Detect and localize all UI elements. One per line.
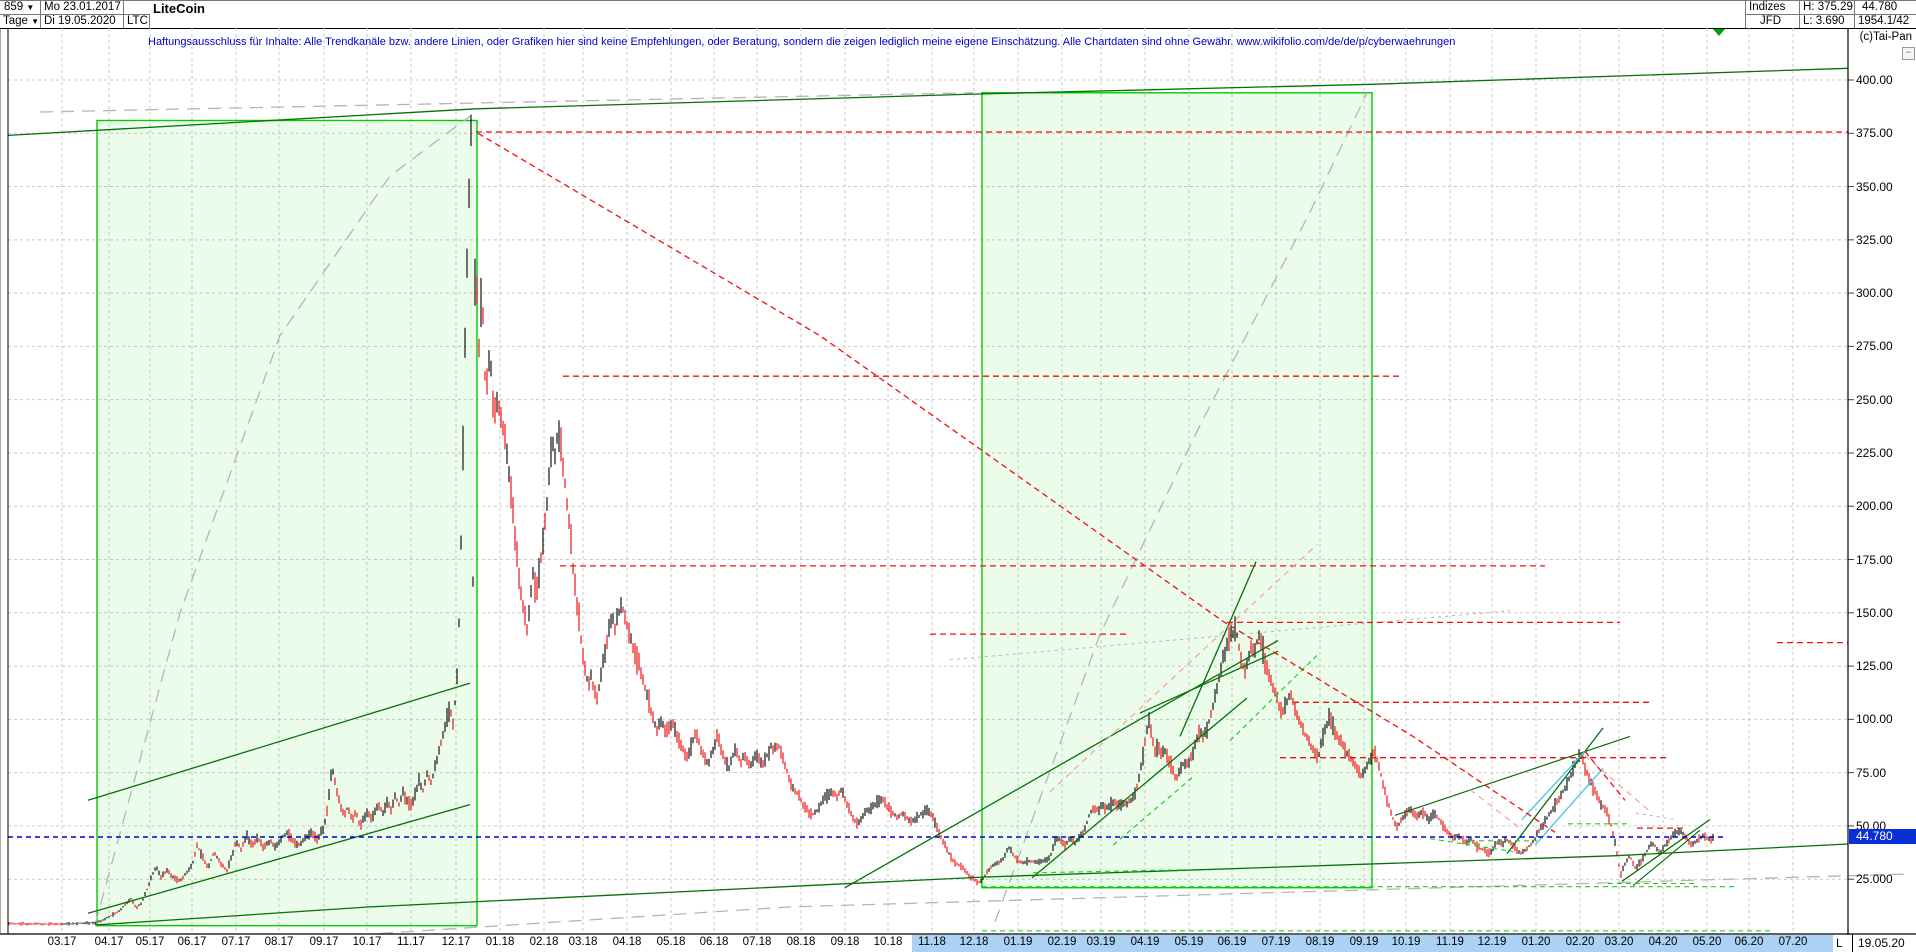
x-axis-label: 02.19 — [1047, 936, 1077, 948]
y-axis-label: 375.00 — [1856, 126, 1893, 141]
x-axis-label: 02.20 — [1565, 936, 1595, 948]
x-axis-label: 07.20 — [1778, 936, 1808, 948]
x-axis-label: 06.18 — [699, 936, 729, 948]
low-value: L: 3.690 — [1803, 15, 1845, 27]
y-axis-label: 350.00 — [1856, 179, 1893, 194]
last-price-value: 44.780 — [1862, 1, 1898, 13]
chevron-down-icon: ▼ — [26, 3, 35, 12]
collapse-button[interactable]: − — [1902, 47, 1915, 60]
x-axis-label: 06.19 — [1217, 936, 1247, 948]
x-axis-label: 03.19 — [1086, 936, 1116, 948]
x-axis-label: 09.19 — [1349, 936, 1379, 948]
x-axis-label: 09.18 — [830, 936, 860, 948]
x-axis-label: 08.18 — [786, 936, 816, 948]
y-axis-label: 225.00 — [1856, 445, 1893, 460]
x-axis-label: 10.18 — [873, 936, 903, 948]
x-axis: 03.17 04.17 05.17 06.17 07.17 08.17 09.17 10.17… — [0, 935, 1916, 952]
chart-title: LiteCoin — [153, 1, 205, 16]
x-axis-label: 11.18 — [918, 936, 946, 948]
y-axis-label: 125.00 — [1856, 659, 1893, 674]
x-axis-label: 07.18 — [742, 936, 772, 948]
y-axis-label: 250.00 — [1856, 392, 1893, 407]
chart-top-border — [0, 28, 1916, 29]
y-axis-label: 25.000 — [1856, 872, 1893, 887]
high-value: H: 375.29 — [1803, 1, 1853, 13]
cursor-date-label: 19.05.20 — [1858, 936, 1905, 950]
y-axis-label: 400.00 — [1856, 73, 1893, 87]
x-axis-label: 04.19 — [1130, 936, 1160, 948]
x-axis-label: 04.18 — [612, 936, 642, 948]
y-axis-label: 150.00 — [1856, 605, 1893, 620]
provider-label: JFD — [1760, 15, 1782, 27]
x-axis-label: 05.19 — [1174, 936, 1204, 948]
last-bar-marker-icon — [1713, 29, 1725, 36]
disclaimer-text: Haftungsausschluss für Inhalte: Alle Tre… — [148, 36, 1456, 48]
x-axis-label: 04.20 — [1648, 936, 1678, 948]
x-axis-label: 09.17 — [309, 936, 339, 948]
start-date-field[interactable]: Mo 23.01.2017 — [44, 1, 121, 13]
x-axis-label: 06.20 — [1734, 936, 1764, 948]
window-top-border — [0, 0, 1916, 1]
y-axis-label: 100.00 — [1856, 712, 1893, 727]
x-axis-label: 11.19 — [1436, 936, 1464, 948]
chevron-down-icon: ▼ — [31, 17, 40, 26]
x-axis-label: 11.17 — [397, 936, 425, 948]
symbol-short-label: LTC — [127, 15, 148, 27]
x-axis-label: 08.17 — [264, 936, 294, 948]
x-axis-label: 02.18 — [529, 936, 559, 948]
x-axis-label: 05.20 — [1692, 936, 1722, 948]
info-value: 1954.1/42 — [1858, 15, 1910, 27]
x-axis-label: 10.19 — [1391, 936, 1421, 948]
x-axis-label: 12.17 — [441, 936, 471, 948]
y-axis-label: 275.00 — [1856, 339, 1893, 354]
x-axis-label: 07.17 — [221, 936, 251, 948]
header-divider — [149, 14, 150, 28]
cursor-mode-label: L — [1836, 936, 1843, 950]
copyright-label: (c)Tai-Pan — [1859, 31, 1912, 43]
x-axis-label: 05.18 — [656, 936, 686, 948]
exchange-label: Indizes — [1749, 1, 1786, 13]
y-axis-label: 75.00 — [1856, 765, 1887, 780]
x-axis-label: 10.17 — [352, 936, 382, 948]
end-date-field[interactable]: Di 19.05.2020 — [44, 15, 116, 27]
x-axis-label: 06.17 — [177, 936, 207, 948]
x-axis-label: 12.18 — [959, 936, 989, 948]
bars-count-dropdown[interactable]: 859 ▼ — [4, 1, 35, 13]
period-dropdown[interactable]: Tage ▼ — [3, 15, 40, 27]
current-price-badge: 44.780 — [1849, 829, 1916, 845]
axis-divider — [1852, 934, 1853, 952]
y-axis-label: 325.00 — [1856, 232, 1893, 247]
y-axis-label: 175.00 — [1856, 552, 1893, 567]
x-axis-label: 08.19 — [1305, 936, 1335, 948]
x-axis-label: 03.18 — [568, 936, 598, 948]
x-axis-label: 01.18 — [485, 936, 515, 948]
x-axis-label: 03.20 — [1604, 936, 1634, 948]
header-divider — [0, 14, 149, 15]
x-axis-label: 05.17 — [135, 936, 165, 948]
x-axis-label: 01.19 — [1003, 936, 1033, 948]
x-axis-label: 12.19 — [1477, 936, 1507, 948]
header-divider — [1745, 14, 1916, 15]
x-axis-label: 03.17 — [47, 936, 77, 948]
y-axis-label: 200.00 — [1856, 499, 1893, 514]
x-axis-highlight-range — [912, 935, 1833, 952]
x-axis-label: 01.20 — [1521, 936, 1551, 948]
y-axis-label: 300.00 — [1856, 286, 1893, 301]
x-axis-label: 04.17 — [94, 936, 124, 948]
x-axis-label: 07.19 — [1261, 936, 1291, 948]
